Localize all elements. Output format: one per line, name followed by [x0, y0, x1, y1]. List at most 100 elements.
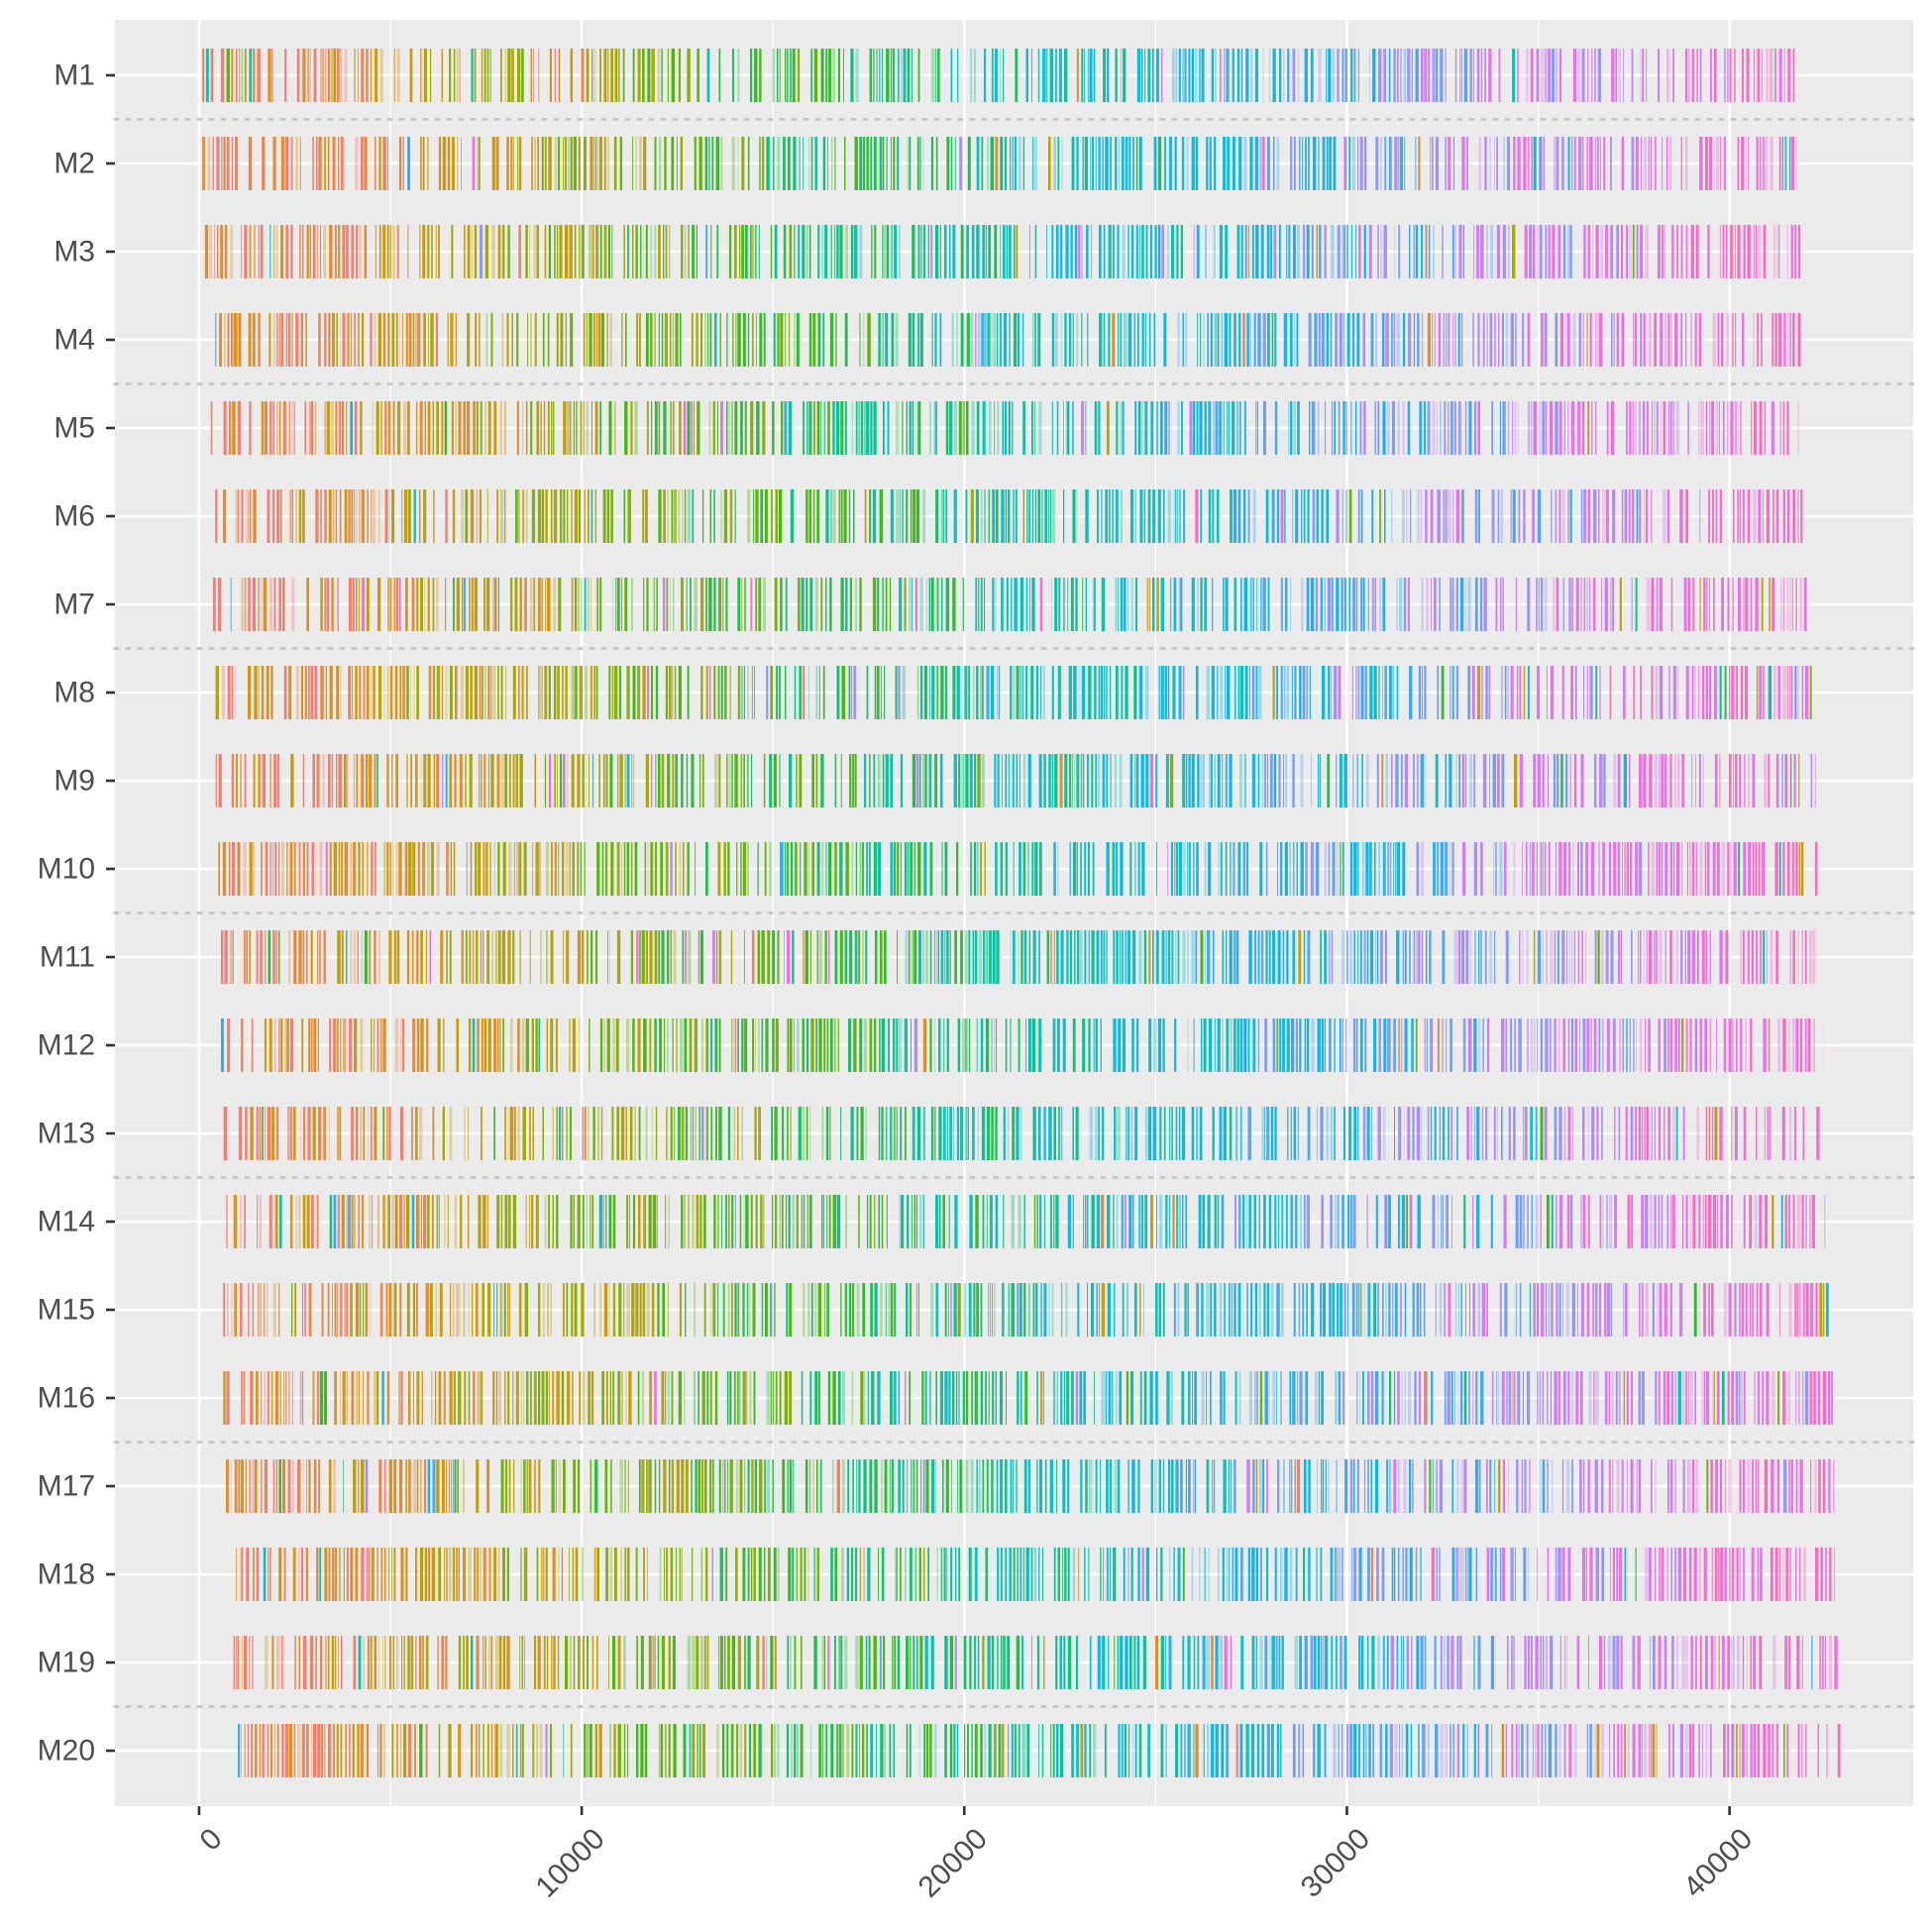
strip-band — [1478, 489, 1480, 543]
strip-band — [486, 49, 489, 102]
strip-band — [1253, 313, 1256, 367]
strip-band — [1350, 401, 1352, 455]
strip-band — [1285, 1195, 1288, 1248]
strip-band — [1250, 49, 1253, 102]
strip-band — [1708, 1283, 1711, 1337]
strip-band — [1215, 401, 1219, 455]
strip-band — [423, 1195, 427, 1248]
strip-band — [1159, 1107, 1162, 1160]
strip-band — [994, 225, 998, 278]
strip-band — [779, 1371, 782, 1425]
strip-band — [1203, 313, 1205, 367]
strip-band — [917, 1283, 919, 1337]
strip-band — [915, 754, 918, 807]
strip-band — [1112, 225, 1115, 278]
strip-band — [544, 754, 546, 807]
strip-band — [1383, 225, 1387, 278]
strip-band — [285, 137, 289, 190]
strip-band — [431, 225, 433, 278]
strip-band — [419, 225, 421, 278]
strip-band — [1512, 49, 1516, 102]
strip-band — [428, 313, 429, 367]
strip-band — [497, 1019, 499, 1072]
strip-band — [1243, 1019, 1247, 1072]
strip-band — [245, 578, 247, 631]
strip-band — [445, 754, 448, 807]
strip-band — [1400, 137, 1403, 190]
strip-band — [563, 137, 565, 190]
strip-band — [1094, 401, 1098, 455]
strip-band — [1120, 578, 1123, 631]
strip-band — [753, 1371, 756, 1425]
strip-band — [1020, 930, 1023, 984]
strip-band — [1415, 137, 1417, 190]
strip-band — [1737, 225, 1741, 278]
strip-band — [1246, 1283, 1248, 1337]
strip-band — [1698, 401, 1700, 455]
strip-band — [1567, 1371, 1570, 1425]
strip-band — [295, 1195, 297, 1248]
strip-band — [586, 1195, 588, 1248]
strip-band — [1280, 1283, 1284, 1337]
strip-band — [691, 313, 694, 367]
strip-band — [1070, 578, 1074, 631]
strip-band — [822, 313, 825, 367]
strip-band — [349, 1019, 353, 1072]
strip-band — [1232, 49, 1234, 102]
strip-band — [803, 930, 805, 984]
strip-band — [1120, 313, 1123, 367]
strip-band — [1591, 401, 1593, 455]
strip-band — [930, 225, 933, 278]
strip-band — [743, 666, 745, 719]
strip-band — [779, 754, 781, 807]
strip-band — [509, 578, 513, 631]
strip-band — [427, 842, 430, 896]
strip-band — [354, 1195, 356, 1248]
strip-band — [356, 754, 359, 807]
strip-band — [648, 1195, 652, 1248]
strip-band — [1234, 1371, 1237, 1425]
strip-band — [471, 49, 474, 102]
strip-band — [1388, 137, 1392, 190]
strip-band — [900, 1195, 905, 1248]
strip-band — [814, 578, 818, 631]
strip-band — [1366, 930, 1369, 984]
strip-band — [1531, 401, 1533, 455]
strip-band — [1735, 401, 1737, 455]
strip-band — [1290, 1195, 1293, 1248]
strip-band — [1501, 1371, 1505, 1425]
strip-band — [1397, 1371, 1400, 1425]
strip-band — [468, 1019, 472, 1072]
strip-band — [1321, 666, 1326, 719]
strip-band — [1235, 1107, 1237, 1160]
strip-band — [1654, 754, 1658, 807]
strip-band — [1167, 489, 1171, 543]
strip-band — [1662, 137, 1664, 190]
strip-band — [1435, 137, 1440, 190]
strip-band — [1287, 49, 1290, 102]
strip-band — [1734, 49, 1736, 102]
strip-band — [1449, 401, 1453, 455]
strip-band — [1724, 49, 1726, 102]
strip-band — [306, 930, 308, 984]
strip-band — [808, 401, 812, 455]
strip-band — [1152, 489, 1156, 543]
strip-band — [626, 754, 630, 807]
strip-band — [533, 1371, 537, 1425]
strip-band — [432, 1107, 435, 1160]
strip-band — [758, 1107, 761, 1160]
strip-band — [602, 1195, 604, 1248]
strip-band — [737, 1107, 739, 1160]
strip-band — [1551, 489, 1553, 543]
strip-band — [1421, 225, 1424, 278]
strip-band — [1113, 1283, 1116, 1337]
strip-band — [1121, 137, 1125, 190]
strip-band — [1256, 578, 1258, 631]
strip-band — [696, 225, 698, 278]
strip-band — [1625, 225, 1628, 278]
strip-band — [694, 1283, 697, 1337]
strip-band — [1797, 489, 1799, 543]
strip-band — [734, 1283, 737, 1337]
strip-band — [1660, 313, 1664, 367]
strip-band — [1499, 1283, 1502, 1337]
